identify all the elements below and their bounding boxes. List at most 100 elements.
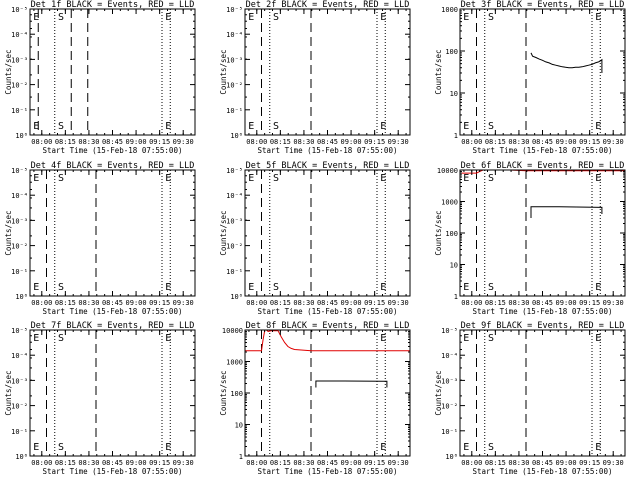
x-tick-label: 08:45 xyxy=(317,299,338,307)
panel-title: Det 6f BLACK = Events, RED = LLD xyxy=(461,161,625,171)
events-series-line xyxy=(315,380,388,388)
panel-title: Det 5f BLACK = Events, RED = LLD xyxy=(246,161,410,171)
x-tick-label: 09:00 xyxy=(126,299,147,307)
x-tick-label: 09:15 xyxy=(579,459,600,467)
y-tick-label: 10⁰ xyxy=(230,132,243,140)
x-tick-label: 08:45 xyxy=(102,138,123,146)
x-tick-label: 08:15 xyxy=(270,299,291,307)
y-tick-label: 1 xyxy=(454,132,458,140)
x-tick-label: 09:30 xyxy=(603,138,624,146)
x-tick-label: 09:15 xyxy=(364,138,385,146)
panel-7: Det 7f BLACK = Events, RED = LLD 08:00 08:… xyxy=(4,321,196,476)
event-marker-label: E xyxy=(33,121,39,132)
y-tick-label: 1000 xyxy=(226,359,243,367)
panel-title: Det 2f BLACK = Events, RED = LLD xyxy=(246,0,410,10)
event-marker-label: S xyxy=(488,442,494,453)
event-marker-label: E xyxy=(595,442,601,453)
y-tick-label: 10⁻³ xyxy=(226,217,243,225)
y-tick-label: 10⁰ xyxy=(230,293,243,301)
event-marker-label: E xyxy=(380,173,386,184)
x-tick-label: 08:00 xyxy=(31,138,52,146)
y-tick-label: 10⁻¹ xyxy=(441,428,458,436)
x-tick-label: 09:15 xyxy=(579,299,600,307)
y-tick-label: 10⁻² xyxy=(226,243,243,251)
x-tick-label: 08:30 xyxy=(78,138,99,146)
event-marker-label: E xyxy=(380,282,386,293)
event-marker-label: S xyxy=(58,282,64,293)
y-tick-label: 10⁻¹ xyxy=(226,107,243,115)
panel-title: Det 4f BLACK = Events, RED = LLD xyxy=(31,161,195,171)
y-axis-label: Counts/sec xyxy=(219,210,228,255)
x-tick-label: 09:30 xyxy=(603,299,624,307)
x-tick-label: 08:45 xyxy=(317,459,338,467)
x-tick-label: 08:30 xyxy=(508,299,529,307)
x-axis-label: Start Time (15-Feb-18 07:55:00) xyxy=(473,307,613,316)
y-tick-label: 1 xyxy=(239,453,243,461)
x-axis-label: Start Time (15-Feb-18 07:55:00) xyxy=(473,146,613,155)
y-tick-label: 10⁰ xyxy=(445,453,458,461)
x-axis-label: Start Time (15-Feb-18 07:55:00) xyxy=(258,467,398,476)
x-axis-label: Start Time (15-Feb-18 07:55:00) xyxy=(258,307,398,316)
event-marker-label: S xyxy=(488,12,494,23)
event-marker-label: E xyxy=(248,282,254,293)
x-tick-label: 09:30 xyxy=(173,459,194,467)
y-tick-label: 10⁻³ xyxy=(11,56,28,64)
y-axis-label: Counts/sec xyxy=(4,49,13,94)
event-marker-label: E xyxy=(595,121,601,132)
event-marker-label: E xyxy=(33,442,39,453)
y-tick-label: 10⁻⁴ xyxy=(226,192,243,200)
event-marker-label: S xyxy=(58,173,64,184)
event-marker-label: E xyxy=(463,442,469,453)
y-tick-label: 10⁻² xyxy=(11,243,28,251)
event-marker-label: S xyxy=(58,121,64,132)
event-marker-label: E xyxy=(33,282,39,293)
event-marker-label: E xyxy=(380,12,386,23)
y-tick-label: 10⁻⁴ xyxy=(11,192,28,200)
y-axis-label: Counts/sec xyxy=(434,49,443,94)
x-tick-label: 09:15 xyxy=(149,299,170,307)
y-tick-label: 10⁻³ xyxy=(226,56,243,64)
y-tick-label: 10⁻⁵ xyxy=(226,167,243,175)
y-tick-label: 10⁻⁵ xyxy=(11,327,28,335)
x-tick-label: 08:45 xyxy=(102,459,123,467)
events-series-line xyxy=(530,52,603,73)
x-tick-label: 08:30 xyxy=(293,138,314,146)
y-tick-label: 10⁻¹ xyxy=(11,268,28,276)
x-tick-label: 08:00 xyxy=(31,459,52,467)
x-tick-label: 08:15 xyxy=(485,299,506,307)
event-marker-label: S xyxy=(58,442,64,453)
y-tick-label: 10⁰ xyxy=(15,132,28,140)
x-tick-label: 08:45 xyxy=(317,138,338,146)
event-marker-label: E xyxy=(463,121,469,132)
x-tick-label: 08:30 xyxy=(508,138,529,146)
x-tick-label: 09:30 xyxy=(603,459,624,467)
x-tick-label: 09:30 xyxy=(388,138,409,146)
panel-title: Det 7f BLACK = Events, RED = LLD xyxy=(31,321,195,331)
event-marker-label: E xyxy=(248,12,254,23)
y-tick-label: 10⁻² xyxy=(441,403,458,411)
y-axis-label: Counts/sec xyxy=(4,210,13,255)
x-tick-label: 08:45 xyxy=(532,299,553,307)
y-tick-label: 10000 xyxy=(437,167,458,175)
event-marker-label: E xyxy=(33,333,39,344)
x-tick-label: 08:15 xyxy=(485,459,506,467)
event-marker-label: E xyxy=(595,333,601,344)
x-tick-label: 08:15 xyxy=(55,138,76,146)
y-tick-label: 1 xyxy=(454,293,458,301)
x-tick-label: 08:15 xyxy=(485,138,506,146)
event-marker-label: E xyxy=(595,12,601,23)
event-marker-label: S xyxy=(488,173,494,184)
y-tick-label: 10⁰ xyxy=(15,293,28,301)
x-tick-label: 09:00 xyxy=(556,299,577,307)
x-tick-label: 09:00 xyxy=(341,299,362,307)
x-axis-label: Start Time (15-Feb-18 07:55:00) xyxy=(258,146,398,155)
event-marker-label: E xyxy=(595,173,601,184)
event-marker-label: E xyxy=(165,282,171,293)
x-tick-label: 09:30 xyxy=(173,299,194,307)
event-marker-label: E xyxy=(463,12,469,23)
event-marker-label: S xyxy=(488,121,494,132)
